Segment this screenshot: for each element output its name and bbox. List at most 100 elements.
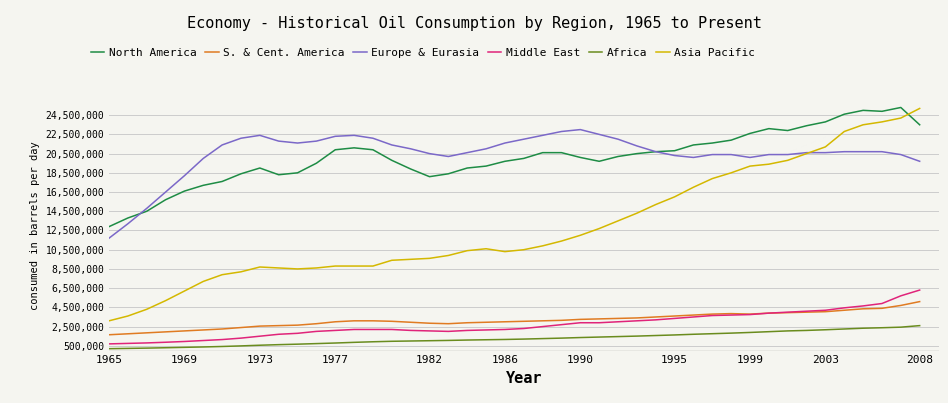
Asia Pacific	[500, 249, 511, 254]
North America	[518, 156, 529, 161]
S. & Cent. America	[895, 303, 906, 308]
Asia Pacific	[914, 106, 925, 111]
Europe & Eurasia	[292, 141, 303, 145]
S. & Cent. America	[744, 312, 756, 316]
Middle East	[857, 303, 868, 308]
Africa	[556, 336, 567, 341]
Middle East	[311, 329, 322, 334]
Middle East	[801, 309, 812, 314]
Africa	[914, 323, 925, 328]
Asia Pacific	[122, 314, 134, 318]
S. & Cent. America	[179, 328, 191, 333]
Europe & Eurasia	[235, 136, 246, 141]
Europe & Eurasia	[556, 129, 567, 134]
S. & Cent. America	[141, 330, 153, 335]
Africa	[254, 343, 265, 348]
North America	[349, 145, 360, 150]
Middle East	[179, 339, 191, 344]
Europe & Eurasia	[782, 152, 793, 157]
Europe & Eurasia	[593, 132, 605, 137]
Europe & Eurasia	[537, 133, 548, 138]
S. & Cent. America	[235, 325, 246, 330]
Africa	[725, 331, 737, 336]
Asia Pacific	[292, 266, 303, 271]
Europe & Eurasia	[330, 134, 341, 139]
Africa	[330, 341, 341, 345]
Africa	[593, 334, 605, 339]
Europe & Eurasia	[405, 146, 416, 151]
Asia Pacific	[216, 272, 228, 277]
Middle East	[254, 334, 265, 339]
Middle East	[103, 341, 115, 346]
North America	[537, 150, 548, 155]
S. & Cent. America	[782, 310, 793, 315]
Africa	[820, 327, 831, 332]
North America	[141, 209, 153, 214]
Europe & Eurasia	[160, 190, 172, 195]
Middle East	[914, 288, 925, 293]
Middle East	[292, 331, 303, 336]
Europe & Eurasia	[386, 143, 397, 147]
North America	[367, 147, 378, 152]
Africa	[179, 345, 191, 350]
Africa	[462, 338, 473, 343]
Asia Pacific	[706, 176, 718, 181]
Middle East	[839, 305, 850, 310]
Africa	[650, 333, 662, 338]
Europe & Eurasia	[763, 152, 775, 157]
S. & Cent. America	[612, 316, 624, 321]
S. & Cent. America	[500, 319, 511, 324]
S. & Cent. America	[876, 306, 887, 311]
North America	[706, 141, 718, 145]
Europe & Eurasia	[179, 173, 191, 178]
North America	[292, 170, 303, 175]
Europe & Eurasia	[103, 236, 115, 241]
S. & Cent. America	[273, 323, 284, 328]
S. & Cent. America	[574, 317, 586, 322]
Legend: North America, S. & Cent. America, Europe & Eurasia, Middle East, Africa, Asia P: North America, S. & Cent. America, Europ…	[91, 48, 755, 58]
Line: Europe & Eurasia: Europe & Eurasia	[109, 130, 920, 238]
Europe & Eurasia	[500, 141, 511, 145]
Africa	[405, 339, 416, 343]
Middle East	[537, 324, 548, 329]
Middle East	[386, 327, 397, 332]
North America	[650, 149, 662, 154]
Africa	[424, 338, 435, 343]
S. & Cent. America	[443, 321, 454, 326]
Africa	[895, 325, 906, 330]
S. & Cent. America	[160, 330, 172, 334]
Asia Pacific	[405, 257, 416, 262]
Africa	[801, 328, 812, 333]
North America	[424, 174, 435, 179]
Middle East	[612, 319, 624, 324]
Asia Pacific	[857, 123, 868, 127]
S. & Cent. America	[725, 311, 737, 316]
Africa	[839, 326, 850, 331]
Line: Asia Pacific: Asia Pacific	[109, 108, 920, 321]
Asia Pacific	[254, 265, 265, 270]
Africa	[349, 340, 360, 345]
Asia Pacific	[839, 129, 850, 134]
Asia Pacific	[443, 253, 454, 258]
S. & Cent. America	[631, 316, 643, 320]
Europe & Eurasia	[687, 155, 699, 160]
North America	[311, 161, 322, 166]
Africa	[687, 332, 699, 337]
Asia Pacific	[103, 318, 115, 323]
Asia Pacific	[518, 247, 529, 252]
Asia Pacific	[141, 307, 153, 312]
Middle East	[895, 293, 906, 298]
North America	[462, 166, 473, 170]
S. & Cent. America	[405, 320, 416, 325]
S. & Cent. America	[216, 326, 228, 331]
Middle East	[141, 341, 153, 345]
Europe & Eurasia	[518, 137, 529, 141]
Asia Pacific	[801, 151, 812, 156]
Asia Pacific	[386, 258, 397, 263]
Africa	[574, 335, 586, 340]
North America	[556, 150, 567, 155]
Africa	[744, 330, 756, 335]
Asia Pacific	[725, 170, 737, 175]
Middle East	[574, 320, 586, 325]
North America	[631, 151, 643, 156]
